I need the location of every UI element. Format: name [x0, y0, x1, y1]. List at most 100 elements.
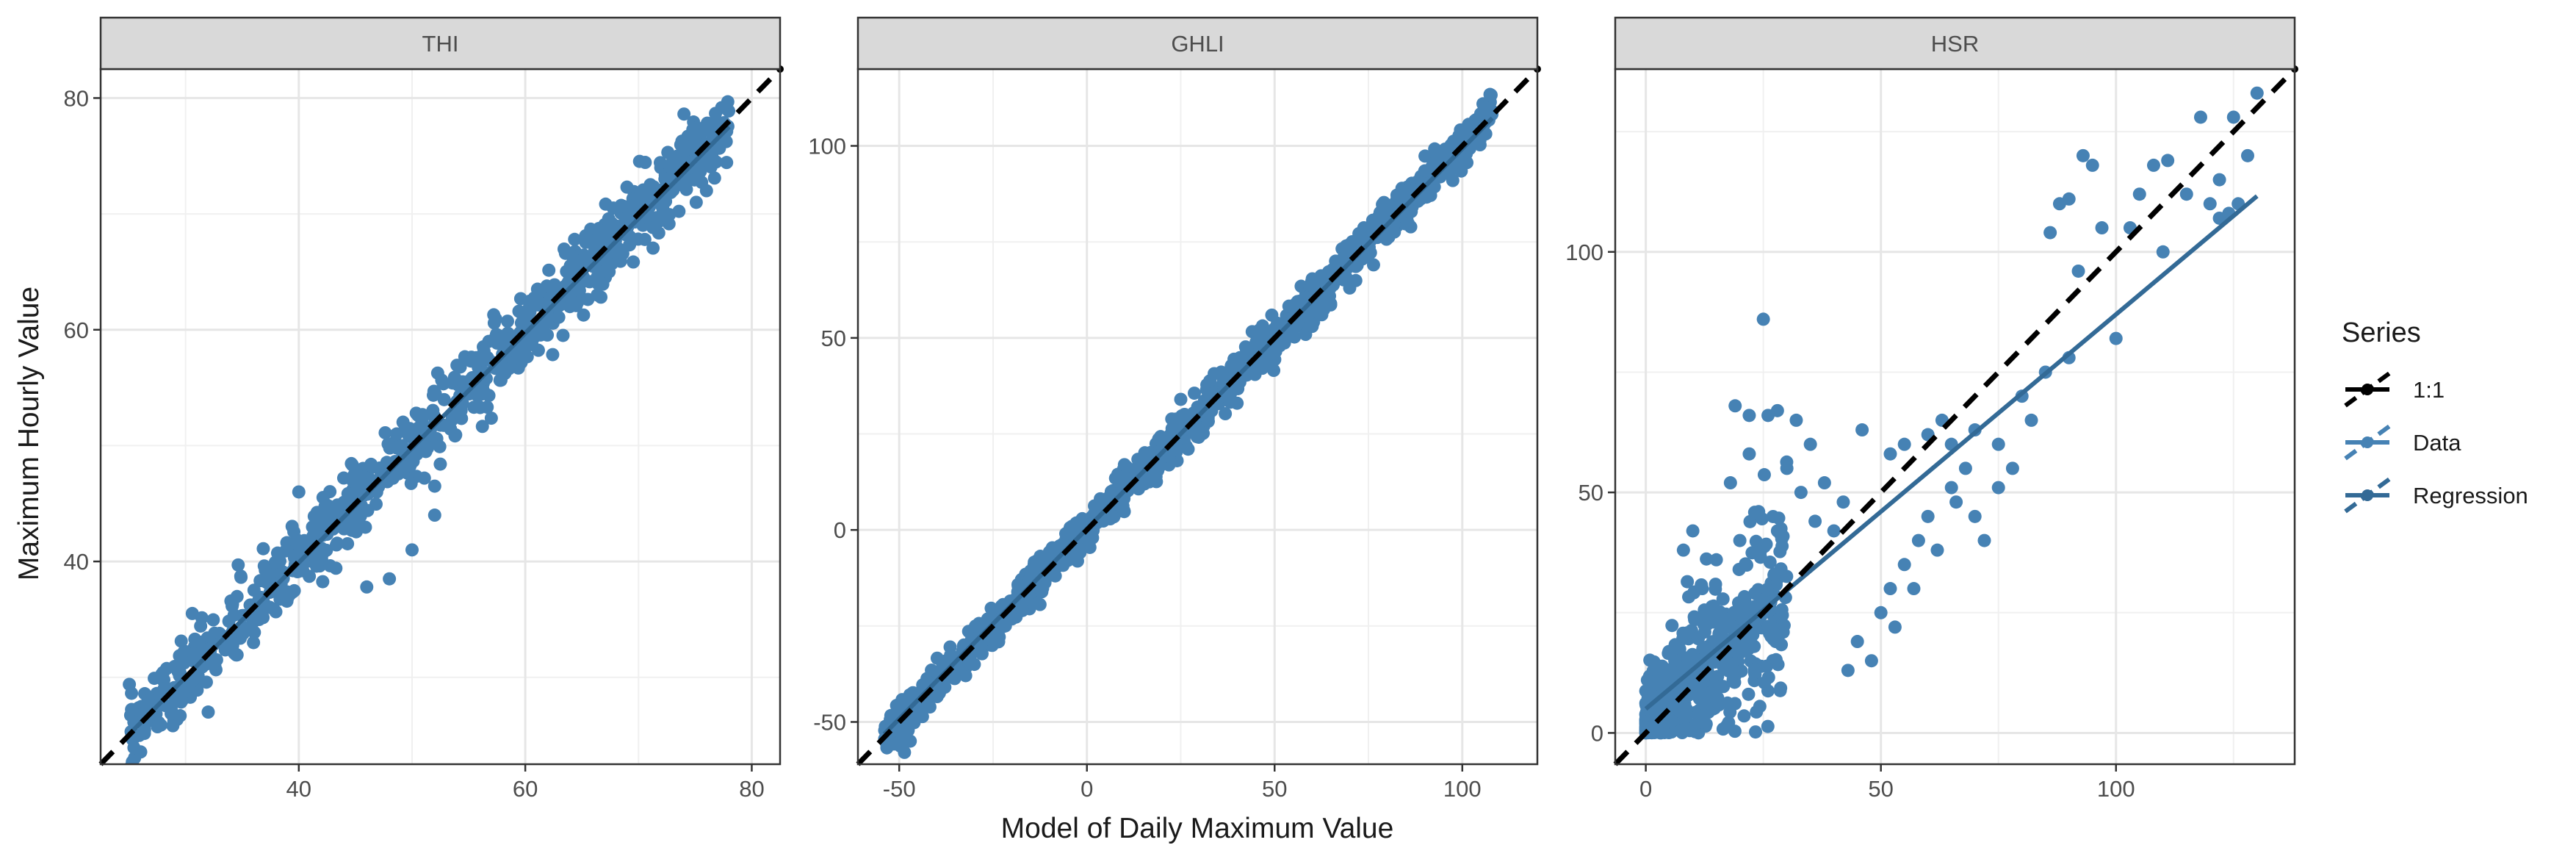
data-point — [1418, 149, 1432, 163]
data-point — [2132, 187, 2146, 201]
data-point — [1239, 343, 1253, 357]
data-point — [174, 634, 188, 648]
data-point — [1930, 543, 1944, 557]
data-point — [185, 606, 199, 620]
data-point — [1728, 725, 1742, 738]
data-point — [1680, 722, 1694, 736]
data-point — [417, 471, 431, 485]
data-point — [935, 655, 949, 669]
data-point — [1864, 654, 1878, 668]
data-point — [151, 719, 165, 733]
data-point — [306, 520, 320, 534]
data-point — [591, 235, 605, 249]
data-point — [1756, 312, 1770, 326]
facet-strip-label: GHLI — [1171, 31, 1224, 57]
data-point — [1248, 367, 1262, 381]
data-point — [1761, 719, 1775, 733]
data-point — [1679, 710, 1693, 724]
legend-label: 1:1 — [2413, 377, 2445, 403]
data-point — [1457, 156, 1471, 170]
data-point — [247, 583, 261, 597]
data-point — [1760, 583, 1774, 597]
data-point — [1911, 533, 1925, 547]
data-point — [383, 572, 397, 586]
data-point — [231, 558, 245, 572]
data-point — [1681, 575, 1695, 589]
data-point — [1761, 684, 1775, 698]
data-point — [289, 548, 303, 562]
data-point — [1305, 320, 1319, 334]
y-tick-label: 80 — [64, 85, 89, 111]
data-point — [341, 486, 355, 500]
data-point — [360, 580, 374, 594]
y-axis-title: Maximum Hourly Value — [13, 287, 45, 581]
data-point — [1686, 524, 1700, 538]
legend-key-point — [2362, 489, 2373, 501]
data-point — [1305, 274, 1318, 288]
x-tick-label: 100 — [1443, 776, 1482, 802]
data-point — [184, 675, 198, 689]
data-point — [129, 786, 142, 799]
facet-strip-label: THI — [422, 31, 459, 57]
data-point — [1723, 476, 1737, 490]
data-point — [234, 569, 248, 583]
data-point — [206, 613, 220, 627]
data-point — [416, 408, 430, 422]
data-point — [287, 525, 301, 539]
data-point — [1425, 159, 1439, 173]
data-point — [513, 352, 527, 366]
x-axis-title: Model of Daily Maximum Value — [1001, 813, 1394, 844]
data-point — [247, 636, 261, 650]
data-point — [1662, 644, 1676, 658]
data-point — [1059, 527, 1073, 541]
data-point — [501, 326, 515, 340]
data-point — [157, 682, 171, 696]
data-point — [1742, 409, 1756, 423]
y-tick-label: 50 — [821, 326, 846, 351]
data-point — [188, 632, 202, 646]
data-point — [487, 308, 501, 322]
data-point — [2156, 245, 2170, 259]
data-point — [488, 331, 502, 345]
data-point — [1991, 481, 2005, 495]
data-point — [514, 306, 528, 320]
data-point — [1733, 533, 1747, 547]
y-tick-label: 40 — [64, 549, 89, 575]
data-point — [1027, 558, 1041, 572]
data-point — [1653, 661, 1667, 675]
data-point — [1015, 603, 1029, 617]
data-point — [1732, 562, 1746, 576]
data-point — [269, 556, 283, 570]
data-point — [689, 195, 703, 209]
data-point — [1773, 544, 1787, 558]
data-point — [677, 179, 691, 193]
data-point — [2076, 148, 2090, 162]
data-point — [378, 425, 392, 439]
data-point — [1700, 552, 1714, 566]
data-point — [1174, 392, 1188, 406]
data-point — [658, 172, 672, 186]
data-point — [1641, 691, 1655, 705]
data-point — [1208, 367, 1222, 381]
data-point — [1692, 716, 1706, 730]
data-point — [125, 702, 139, 716]
data-point — [1728, 399, 1742, 413]
data-point — [547, 278, 561, 292]
one-to-one-line — [856, 67, 1540, 766]
data-point — [1748, 586, 1762, 600]
data-point — [256, 542, 270, 556]
data-point — [124, 761, 136, 764]
data-point — [1709, 680, 1722, 694]
data-point — [674, 137, 688, 151]
data-point — [1991, 437, 2005, 451]
x-tick-label: 40 — [286, 776, 311, 802]
data-point — [556, 328, 570, 342]
data-point — [1761, 619, 1775, 633]
data-point — [895, 725, 909, 738]
x-tick-label: 50 — [1262, 776, 1287, 802]
data-point — [1709, 553, 1723, 567]
data-point — [591, 276, 605, 290]
data-point — [1479, 101, 1493, 115]
data-point — [345, 458, 359, 472]
data-point — [389, 427, 403, 441]
